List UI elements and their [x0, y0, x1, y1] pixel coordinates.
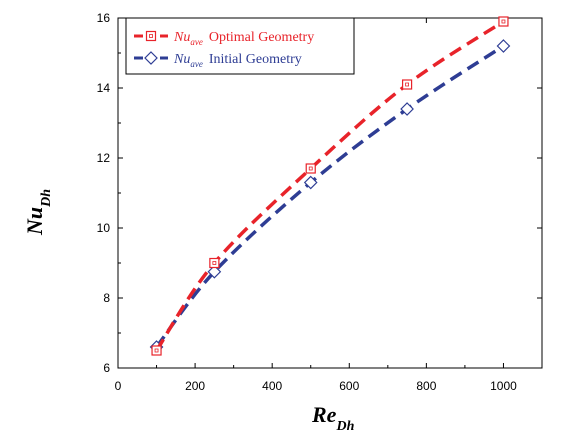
- data-point-square-inner: [154, 348, 159, 353]
- data-point-diamond: [303, 175, 318, 190]
- x-tick-label: 800: [416, 379, 436, 393]
- x-tick-label: 600: [339, 379, 359, 393]
- legend-label-optimal: Nuave Optimal Geometry: [173, 30, 314, 47]
- x-tick-label: 0: [115, 379, 122, 393]
- data-point-square: [401, 79, 413, 90]
- series-optimal: [151, 16, 509, 356]
- data-point-square-inner: [212, 261, 217, 265]
- y-tick-label: 14: [97, 81, 111, 95]
- legend-box: [125, 17, 355, 75]
- data-point-square: [305, 163, 316, 174]
- data-point-diamond: [400, 102, 414, 116]
- legend-label-initial: Nuave Initial Geometry: [173, 52, 302, 69]
- data-point-square: [151, 345, 162, 356]
- data-point-square: [209, 257, 220, 269]
- data-point-diamond: [496, 39, 511, 53]
- legend: Nuave Optimal Geometry Nuave Initial Geome…: [125, 17, 355, 75]
- y-tick-label: 6: [103, 361, 110, 375]
- y-tick-label: 12: [97, 151, 111, 165]
- y-axis-title: NuDh: [22, 189, 54, 236]
- legend-marker-square-inner: [149, 34, 153, 38]
- series-layer: [149, 16, 511, 356]
- y-tick-label: 10: [97, 221, 111, 235]
- axis-ticks: 0 200 400 600 800 1000 6 8 10 12 14 16: [97, 11, 542, 393]
- legend-marker-square: [145, 30, 157, 42]
- legend-items: [134, 30, 168, 65]
- x-tick-label: 400: [262, 379, 282, 393]
- data-point-square-inner: [405, 82, 409, 87]
- data-point-diamond: [207, 264, 222, 279]
- series-initial: [149, 39, 511, 354]
- data-point-square-inner: [501, 19, 506, 24]
- legend-marker-diamond: [144, 51, 158, 65]
- series-line: [155, 44, 505, 349]
- x-tick-label: 200: [185, 379, 205, 393]
- x-axis-title: ReDh: [311, 402, 355, 434]
- y-tick-label: 16: [97, 11, 111, 25]
- data-point-square-inner: [308, 166, 313, 171]
- x-tick-label: 1000: [490, 379, 517, 393]
- y-tick-label: 8: [103, 291, 110, 305]
- data-point-square: [498, 16, 509, 27]
